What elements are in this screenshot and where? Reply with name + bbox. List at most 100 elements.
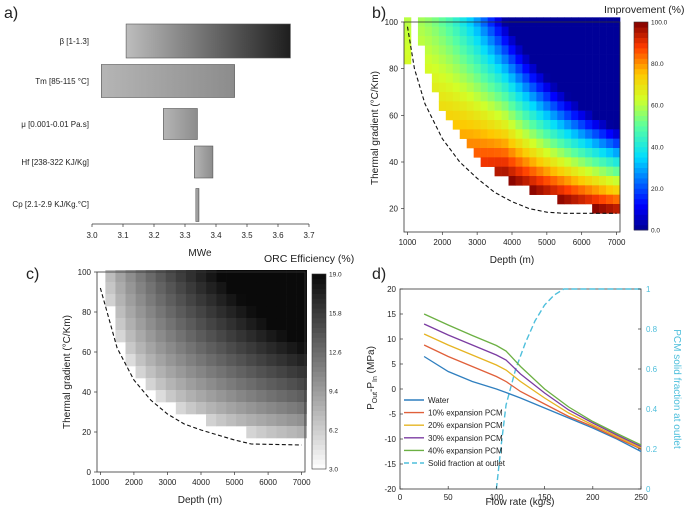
- panel-b-cell: [452, 120, 461, 130]
- panel-c-colorbar-ticks: 3.0 6.2 9.4 12.6 15.8 19.0: [329, 272, 342, 474]
- panel-c-cell: [256, 354, 267, 367]
- panel-b-cell: [578, 45, 586, 55]
- panel-b-cell: [606, 110, 614, 121]
- panel-c-cell: [286, 282, 297, 295]
- panel-c-cell: [125, 354, 136, 367]
- panel-b-cell: [431, 82, 440, 93]
- panel-c-cell: [236, 342, 247, 355]
- panel-b-colorbar-segment: [634, 141, 648, 148]
- panel-b-cell: [571, 92, 579, 102]
- panel-b-cell: [543, 176, 551, 186]
- panel-b-cell: [578, 26, 586, 37]
- panel-b-cell: [536, 73, 544, 83]
- panel-b-cell: [508, 166, 516, 177]
- panel-b-cell: [592, 101, 600, 111]
- panel-b-cell: [536, 82, 544, 93]
- panel-b-cell: [473, 73, 481, 83]
- panel-b-y-tick-label: 80: [389, 65, 398, 74]
- panel-b-cell: [606, 101, 614, 111]
- panel-b-cell: [438, 64, 447, 74]
- panel-b-cell: [494, 120, 502, 130]
- panel-b-cell: [508, 26, 516, 37]
- panel-b-cell: [501, 45, 509, 55]
- panel-b-cell: [466, 101, 474, 111]
- panel-c-cell: [236, 402, 247, 415]
- panel-b-cell: [466, 54, 474, 65]
- panel-b-cell: [431, 26, 440, 37]
- panel-c-cell: [246, 330, 257, 343]
- panel-c-x-tick-label: 3000: [159, 478, 177, 487]
- panel-b-cell: [515, 54, 523, 65]
- panel-c-cell: [276, 270, 287, 283]
- panel-c-cell: [155, 366, 167, 379]
- panel-b-cell: [466, 120, 474, 130]
- panel-c-colorbar-tick-label: 6.2: [329, 428, 338, 435]
- panel-d-x-label: Flow rate (kg/s): [486, 497, 555, 508]
- panel-c-colorbar-segment: [312, 449, 326, 455]
- panel-b-cell: [522, 176, 530, 186]
- panel-b-cell: [592, 82, 600, 93]
- panel-b-colorbar-segment: [634, 214, 648, 220]
- panel-c-cell: [185, 294, 197, 307]
- panel-a-category-label: Hf [238-322 KJ/Kg]: [21, 158, 89, 167]
- panel-b-cell: [592, 194, 600, 205]
- panel-b-cell: [536, 45, 544, 55]
- panel-c-cell: [236, 366, 247, 379]
- panel-b-cell: [459, 120, 468, 130]
- panel-b-cell: [592, 36, 600, 46]
- panel-b-cell: [473, 92, 481, 102]
- panel-c-cell: [286, 294, 297, 307]
- panel-b-cell: [606, 120, 614, 130]
- panel-c-cell: [246, 294, 257, 307]
- panel-c-cell: [155, 318, 167, 331]
- panel-b-colorbar-segment: [634, 131, 648, 137]
- panel-c-cell: [175, 342, 187, 355]
- panel-c-colorbar-segment: [312, 391, 326, 397]
- panel-b-y-tick-label: 100: [385, 18, 399, 27]
- panel-b-cell: [550, 129, 558, 139]
- panel-c-cell: [165, 318, 177, 331]
- panel-b-cell: [564, 110, 572, 121]
- panel-b-cell: [571, 138, 579, 149]
- panel-b-cell: [522, 110, 530, 121]
- panel-b-cell: [522, 157, 530, 167]
- panel-b-colorbar-segment: [634, 32, 648, 38]
- panel-b-cell: [571, 129, 579, 139]
- panel-c-cell: [185, 366, 197, 379]
- panel-c-cell: [165, 354, 177, 367]
- panel-c: c) ORC Efficiency (%) 1000 2000 3000 4000 50…: [26, 253, 354, 506]
- panel-b-cell: [424, 45, 433, 55]
- panel-b-cell: [438, 45, 447, 55]
- panel-b-cell: [592, 73, 600, 83]
- panel-b-cell: [592, 54, 600, 65]
- panel-b-cell: [515, 92, 523, 102]
- panel-b-cell: [578, 194, 586, 205]
- panel-c-cell: [216, 378, 227, 391]
- panel-b-cell: [536, 120, 544, 130]
- panel-b-cell: [592, 45, 600, 55]
- panel-c-colorbar-frame: [311, 273, 327, 470]
- panel-b-cell: [585, 45, 593, 55]
- panel-b-cell: [613, 120, 621, 130]
- panel-c-cell: [296, 294, 307, 307]
- panel-b-cell: [585, 129, 593, 139]
- panel-c-colorbar-segment: [312, 327, 326, 333]
- panel-b-y-tick-label: 60: [389, 111, 398, 120]
- panel-c-cell: [236, 330, 247, 343]
- panel-b-colorbar-segment: [634, 157, 648, 163]
- panel-b-cell: [501, 36, 509, 46]
- panel-b-cell: [613, 138, 621, 149]
- panel-c-cell: [256, 294, 267, 307]
- panel-b-cell: [536, 101, 544, 111]
- panel-b-colorbar-segment: [634, 37, 648, 44]
- panel-c-colorbar-segment: [312, 459, 326, 465]
- panel-c-cell: [286, 330, 297, 343]
- panel-b-cell: [543, 166, 551, 177]
- panel-c-cell: [115, 270, 126, 283]
- panel-c-cell: [165, 306, 177, 319]
- panel-d-y-right-label: PCM solid fraction at outlet: [671, 329, 682, 449]
- panel-b-cell: [592, 166, 600, 177]
- panel-c-colorbar-segment: [312, 342, 326, 348]
- panel-c-cell: [236, 354, 247, 367]
- panel-c-cell: [115, 330, 126, 343]
